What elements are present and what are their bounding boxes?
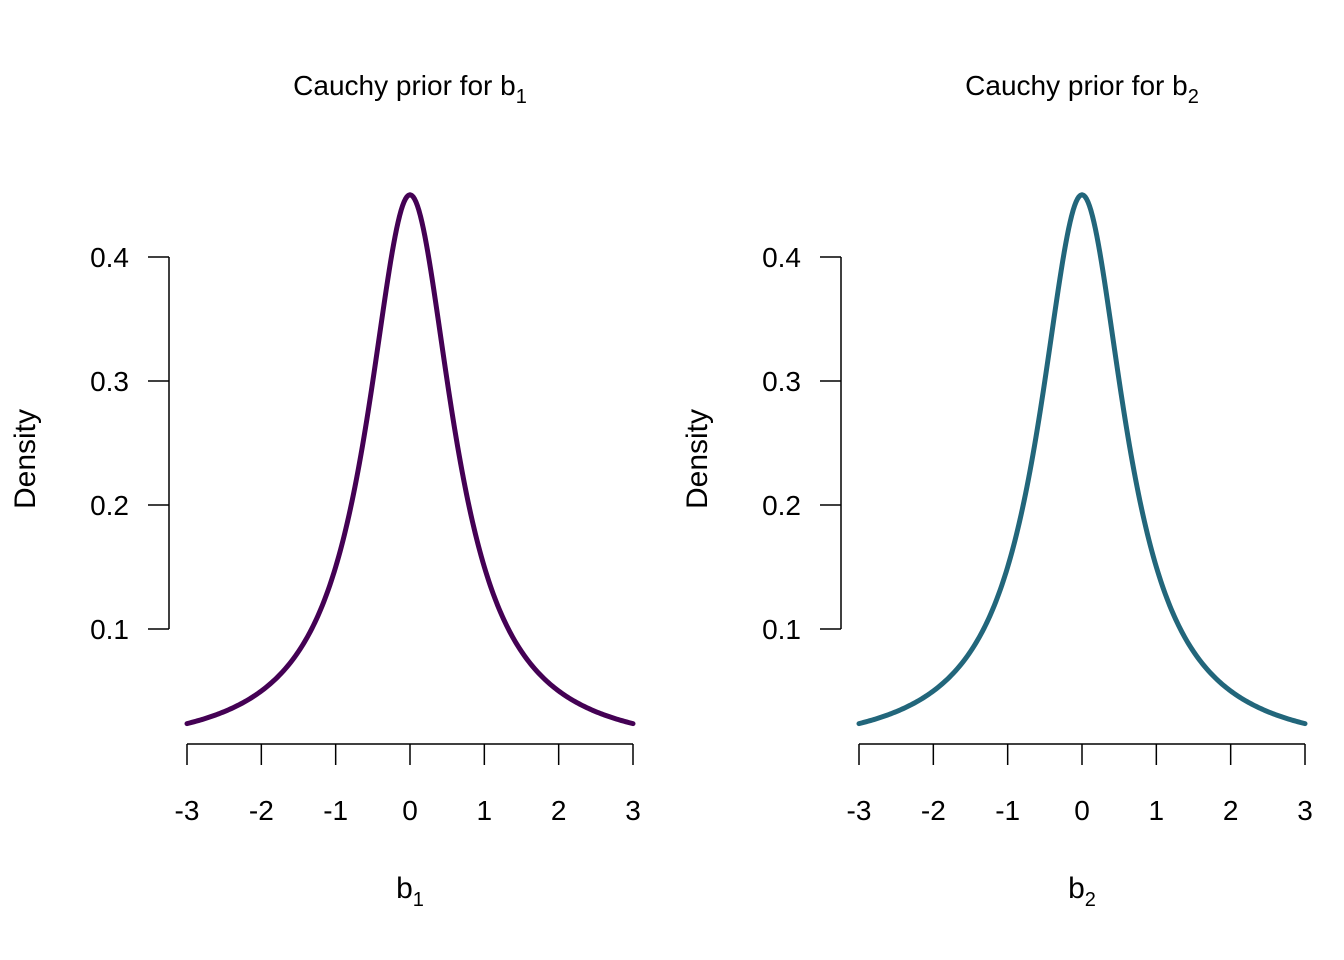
y-tick-label: 0.3: [762, 366, 801, 397]
x-tick-label: -3: [175, 795, 200, 826]
x-tick-label: -2: [921, 795, 946, 826]
x-tick-label: -1: [323, 795, 348, 826]
y-tick-label: 0.4: [762, 242, 801, 273]
chart-title: Cauchy prior for b2: [965, 70, 1199, 108]
y-tick-label: 0.2: [762, 490, 801, 521]
y-axis-label: Density: [681, 409, 714, 509]
x-tick-label: 1: [1149, 795, 1165, 826]
x-tick-label: -1: [995, 795, 1020, 826]
panel-2: Cauchy prior for b2 -3 -2 -1 0 1 2 3 0.1 0.2 0.3 0.…: [681, 70, 1313, 911]
y-tick-label: 0.3: [90, 366, 129, 397]
y-tick-label: 0.1: [90, 614, 129, 645]
x-axis-label: b2: [1068, 872, 1096, 911]
x-tick-label: 3: [625, 795, 641, 826]
x-tick-label: 1: [477, 795, 493, 826]
y-tick-label: 0.1: [762, 614, 801, 645]
x-tick-label: 0: [1074, 795, 1090, 826]
panel-1: Cauchy prior for b1 -3 -2 -1 0 1 2 3 0.1 0.2 0.3 0.…: [9, 70, 641, 911]
x-tick-label: 2: [551, 795, 567, 826]
x-tick-label: 3: [1297, 795, 1313, 826]
x-tick-label: 2: [1223, 795, 1239, 826]
y-axis-label: Density: [9, 409, 42, 509]
y-tick-label: 0.4: [90, 242, 129, 273]
x-tick-label: -2: [249, 795, 274, 826]
x-tick-label: 0: [402, 795, 418, 826]
y-tick-label: 0.2: [90, 490, 129, 521]
x-tick-label: -3: [847, 795, 872, 826]
chart-title: Cauchy prior for b1: [293, 70, 527, 108]
density-curve: [184, 192, 636, 727]
density-curve: [856, 192, 1308, 727]
x-axis-label: b1: [396, 872, 424, 911]
